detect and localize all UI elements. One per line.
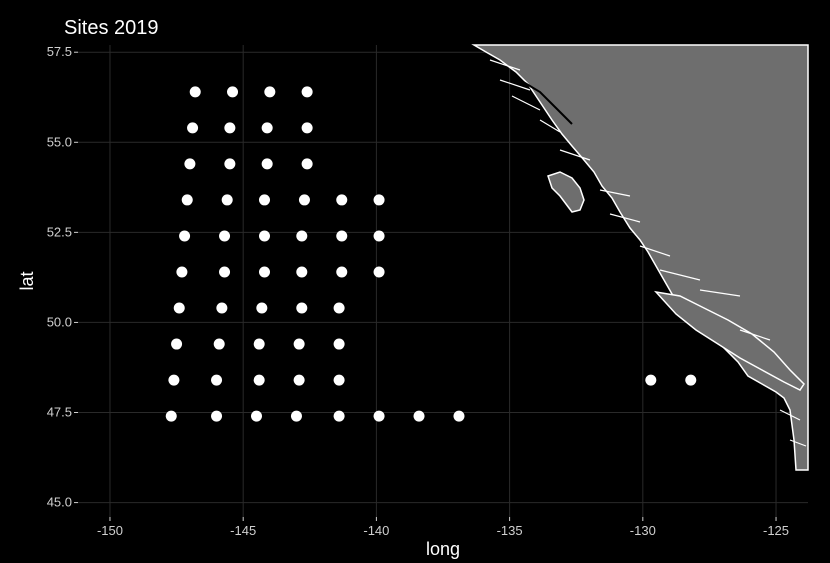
y-tick-label-2: 50.0 — [47, 314, 72, 329]
site-point-30 — [173, 302, 185, 314]
x-tick-label-5: -125 — [763, 523, 789, 538]
vancouver-island — [653, 290, 805, 391]
site-point-52 — [373, 410, 385, 422]
site-point-23 — [373, 230, 385, 242]
haida-gwaii-island — [547, 171, 585, 213]
site-point-32 — [256, 302, 268, 314]
site-point-50 — [290, 410, 302, 422]
site-point-2 — [264, 86, 276, 98]
site-point-4 — [187, 122, 199, 134]
site-point-25 — [219, 266, 231, 278]
plot-panel — [78, 44, 809, 517]
site-point-19 — [219, 230, 231, 242]
site-point-15 — [298, 194, 310, 206]
site-point-0 — [189, 86, 201, 98]
site-point-33 — [296, 302, 308, 314]
site-point-53 — [413, 410, 425, 422]
site-point-5 — [224, 122, 236, 134]
chart-title: Sites 2019 — [64, 17, 159, 39]
fjord-channel — [519, 79, 573, 125]
site-point-31 — [216, 302, 228, 314]
site-point-7 — [301, 122, 313, 134]
site-point-36 — [213, 338, 225, 350]
coastline-land — [471, 44, 809, 471]
site-point-18 — [179, 230, 191, 242]
site-point-6 — [261, 122, 273, 134]
site-point-1 — [227, 86, 239, 98]
site-point-24 — [176, 266, 188, 278]
site-point-54 — [453, 410, 465, 422]
x-tick-label-1: -145 — [230, 523, 256, 538]
site-point-16 — [336, 194, 348, 206]
x-tick-label-2: -140 — [363, 523, 389, 538]
y-axis: 45.0 47.5 50.0 52.5 55.0 57.5 — [47, 44, 78, 510]
x-tick-label-4: -130 — [630, 523, 656, 538]
site-point-14 — [258, 194, 270, 206]
site-point-9 — [224, 158, 236, 170]
site-point-12 — [181, 194, 193, 206]
site-point-47 — [165, 410, 177, 422]
y-tick-label-4: 55.0 — [47, 134, 72, 149]
site-point-49 — [251, 410, 263, 422]
site-point-10 — [261, 158, 273, 170]
site-point-21 — [296, 230, 308, 242]
site-point-43 — [293, 374, 305, 386]
site-point-3 — [301, 86, 313, 98]
site-point-28 — [336, 266, 348, 278]
site-point-27 — [296, 266, 308, 278]
site-point-11 — [301, 158, 313, 170]
site-point-45 — [645, 374, 657, 386]
site-point-20 — [258, 230, 270, 242]
site-point-40 — [168, 374, 180, 386]
site-point-34 — [333, 302, 345, 314]
y-tick-label-5: 57.5 — [47, 44, 72, 59]
y-tick-label-1: 47.5 — [47, 405, 72, 420]
x-axis-label: long — [426, 539, 460, 559]
y-tick-label-3: 52.5 — [47, 224, 72, 239]
site-point-39 — [333, 338, 345, 350]
site-point-46 — [685, 374, 697, 386]
site-point-17 — [373, 194, 385, 206]
site-point-37 — [253, 338, 265, 350]
site-point-8 — [184, 158, 196, 170]
site-point-48 — [211, 410, 223, 422]
site-point-41 — [211, 374, 223, 386]
x-tick-label-3: -135 — [497, 523, 523, 538]
y-tick-label-0: 45.0 — [47, 495, 72, 510]
site-point-22 — [336, 230, 348, 242]
site-points — [165, 86, 697, 422]
site-point-26 — [258, 266, 270, 278]
y-axis-label: lat — [17, 271, 37, 290]
site-point-44 — [333, 374, 345, 386]
site-point-13 — [221, 194, 233, 206]
site-point-42 — [253, 374, 265, 386]
site-point-29 — [373, 266, 385, 278]
site-point-38 — [293, 338, 305, 350]
x-axis: -150 -145 -140 -135 -130 -125 — [97, 517, 789, 538]
site-point-51 — [333, 410, 345, 422]
x-tick-label-0: -150 — [97, 523, 123, 538]
north-america-landmass — [471, 44, 809, 471]
site-point-35 — [171, 338, 183, 350]
coastal-fjords — [489, 59, 807, 447]
